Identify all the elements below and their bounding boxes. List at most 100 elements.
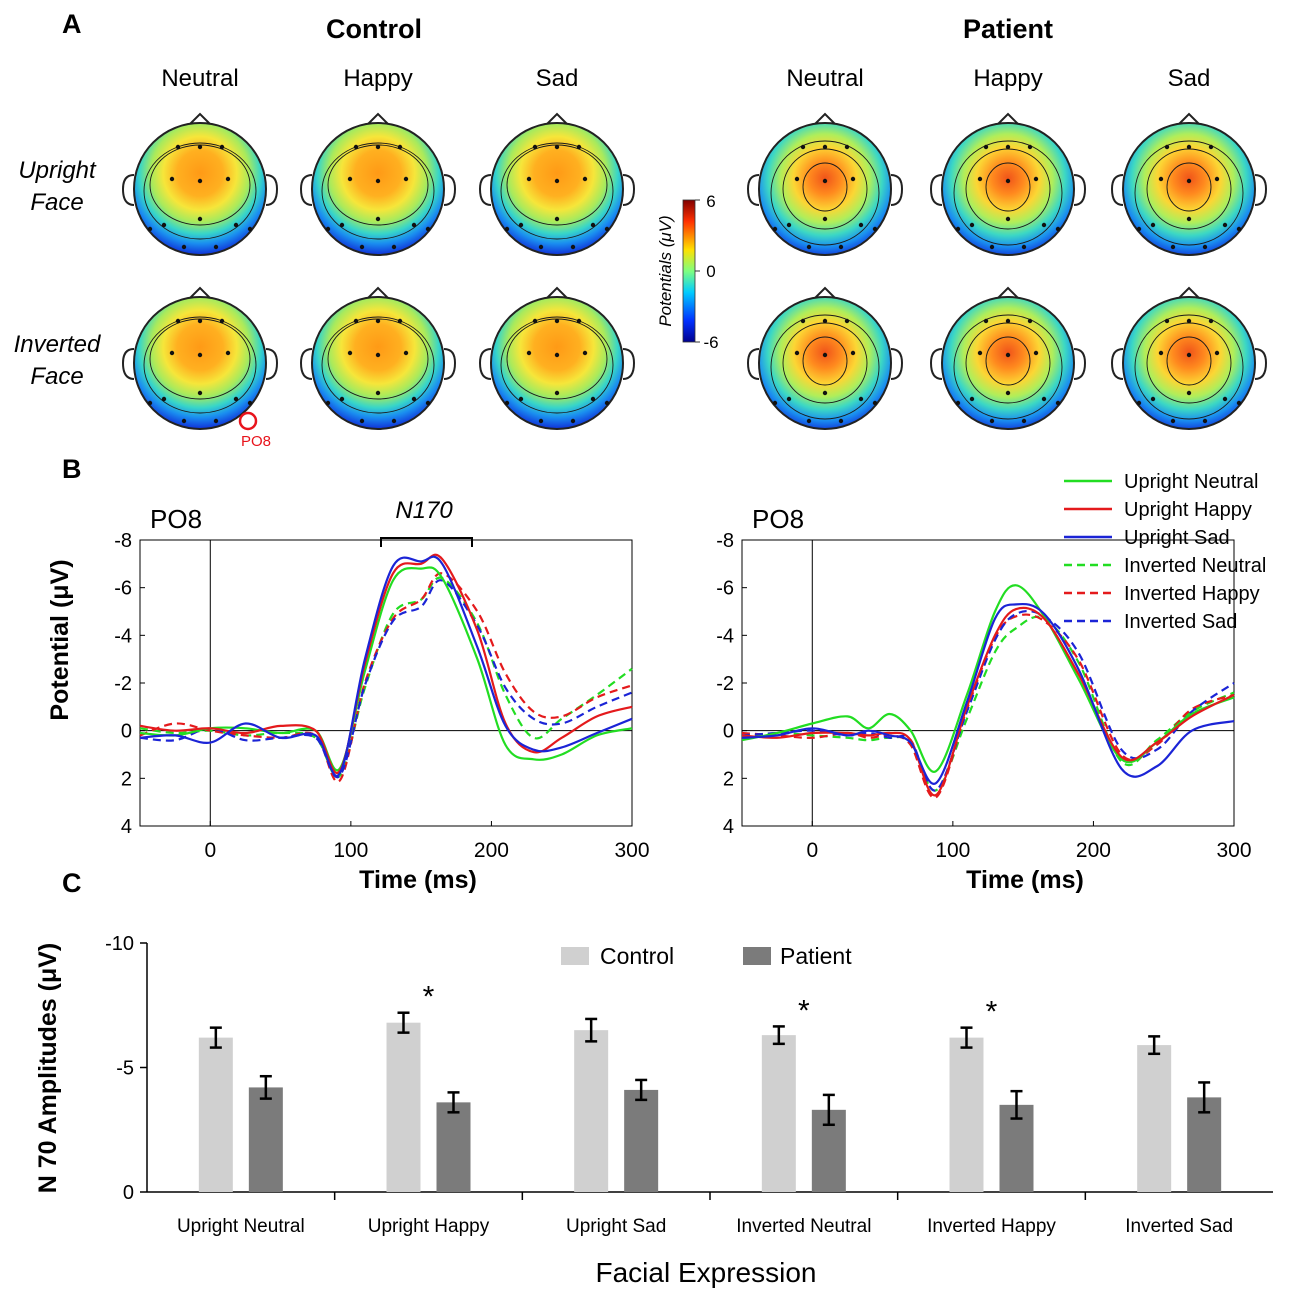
erp-left-xtick-label: 100 [333,839,368,862]
electrode-dot [1202,244,1208,250]
condition-label-control-sad: Sad [536,65,579,92]
n170-bracket [380,537,473,547]
erp-right-ytick-label: -2 [716,673,734,695]
legend-label-inverted-happy: Inverted Happy [1124,583,1260,605]
erp-right-xtick-label: 200 [1076,839,1111,862]
scalp-map [1122,296,1256,430]
erp-right-xtick-label: 100 [935,839,970,862]
legend-swatch-patient [743,947,771,965]
head-ear-right [443,174,457,206]
topomap-control-inverted-happy [299,286,457,430]
head-ear-right [1254,174,1268,206]
legend-label-inverted-neutral: Inverted Neutral [1124,555,1266,577]
bar-ytick-label: 0 [123,1182,134,1204]
electrode-dot [197,144,203,150]
electrode-dot [213,244,219,250]
head-ear-right [265,348,279,380]
erp-left-series-inverted-sad [139,579,633,779]
electrode-dot [347,176,353,182]
electrode-dot [181,418,187,424]
erp-left-ytick-label: -6 [114,578,132,600]
electrode-dot [339,222,345,228]
electrode-dot [197,390,203,396]
electrode-dot [1158,350,1164,356]
bar-control-upright-happy [386,1022,421,1192]
erp-left-ytick-label: 2 [121,768,132,790]
electrode-dot [822,216,828,222]
electrode-dot [554,216,560,222]
electrode-dot [983,144,989,150]
bar-xlabel: Facial Expression [596,1257,817,1288]
electrode-dot [850,176,856,182]
electrode-dot [161,396,167,402]
electrode-dot [969,222,975,228]
erp-right-ytick-label: -8 [716,530,734,552]
bar-category-label: Upright Happy [368,1216,490,1237]
electrode-dot [1150,222,1156,228]
electrode-dot [175,144,181,150]
head-nose [997,286,1019,299]
legend-swatch-control [561,947,589,965]
contour-line [1166,162,1212,212]
electrode-dot [1005,390,1011,396]
bar-control-upright-neutral [198,1037,233,1192]
topomap-control-inverted-sad [478,286,636,430]
erp-right-series-inverted-happy [741,613,1235,799]
contour-line [143,316,257,414]
head-ear-right [1254,348,1268,380]
electrode-dot [1222,396,1228,402]
colorbar-tick-max: 6 [706,192,715,211]
erp-left-ytick-label: -4 [114,625,132,647]
erp-left-axes: -8 -6 -4 -2 0 2 4 0 100 200 300 [114,530,649,862]
head-nose [367,286,389,299]
electrode-dot [1214,350,1220,356]
electrode-dot [325,226,331,232]
electrode-dot [1202,418,1208,424]
electrode-dot [339,396,345,402]
head-ear-right [1073,348,1087,380]
scalp-map [941,296,1075,430]
topomap-patient-inverted-sad [1110,286,1268,430]
head-ear-right [265,174,279,206]
head-ear-left [746,348,760,380]
head-ear-left [929,348,943,380]
topomap-patient-inverted-neutral [746,286,904,430]
erp-left-series-upright-happy [139,553,633,775]
electrode-dot [1186,318,1192,324]
electrode-dot [538,244,544,250]
electrode-dot [1136,226,1142,232]
contour-line [985,162,1031,212]
topomap-patient-upright-neutral [746,112,904,256]
contour-line [1166,336,1212,386]
electrode-dot [969,396,975,402]
electrode-dot [504,226,510,232]
scalp-map [311,122,445,256]
electrode-dot [582,176,588,182]
bar-ytick-label: -10 [105,933,134,955]
erp-ylabel: Potential (μV) [46,559,74,720]
electrode-dot [181,244,187,250]
colorbar [682,199,696,343]
electrode-dot [1222,222,1228,228]
erp-left-xtick-label: 300 [614,839,649,862]
electrode-dot [989,418,995,424]
head-ear-left [746,174,760,206]
electrode-dot [977,350,983,356]
erp-left-xlabel: Time (ms) [359,866,477,894]
condition-label-control-neutral: Neutral [161,65,238,92]
contour-line [321,316,435,414]
electrode-dot [391,418,397,424]
head-nose [814,112,836,125]
topomap-patient-upright-sad [1110,112,1268,256]
electrode-dot [858,222,864,228]
head-nose [1178,286,1200,299]
electrode-dot [375,144,381,150]
electrode-dot [532,144,538,150]
electrode-dot [1208,144,1214,150]
electrode-dot [872,226,878,232]
erp-right-ytick-label: 4 [723,816,734,838]
scalp-map [758,296,892,430]
erp-left-xtick-label: 0 [204,839,216,862]
scalp-map [490,122,624,256]
electrode-dot [353,144,359,150]
